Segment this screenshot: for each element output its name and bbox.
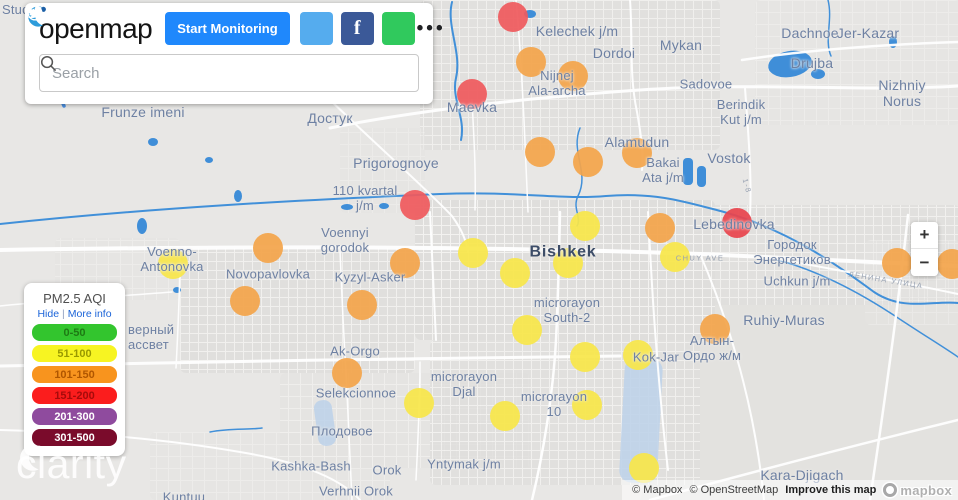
mapbox-attribution-link[interactable]: © Mapbox	[632, 484, 683, 496]
legend-range-pill: 151-200	[32, 387, 117, 404]
search-icon[interactable]	[39, 54, 58, 73]
aqi-marker-yellow[interactable]	[158, 249, 188, 279]
legend-more-info-link[interactable]: More info	[67, 308, 112, 320]
legend-range-pill: 51-100	[32, 345, 117, 362]
aqi-marker-orange[interactable]	[937, 249, 958, 279]
aqi-marker-orange[interactable]	[558, 61, 588, 91]
facebook-icon: f	[353, 17, 361, 39]
aqi-marker-orange[interactable]	[347, 290, 377, 320]
osm-attribution-link[interactable]: © OpenStreetMap	[689, 484, 779, 496]
aqi-marker-orange[interactable]	[882, 248, 912, 278]
zoom-controls: + −	[911, 222, 938, 276]
aqi-marker-yellow[interactable]	[458, 238, 488, 268]
legend-hide-link[interactable]: Hide	[37, 308, 60, 320]
aqi-marker-orange[interactable]	[230, 286, 260, 316]
mapbox-logo-icon	[883, 483, 898, 497]
legend-range-pill: 0-50	[32, 324, 117, 341]
zoom-out-button[interactable]: −	[911, 249, 938, 276]
logo-text: openmap	[39, 12, 153, 44]
aqi-marker-red[interactable]	[498, 2, 528, 32]
aqi-marker-orange[interactable]	[516, 47, 546, 77]
header-card: openmap Start Monitoring f	[25, 3, 443, 104]
search-input[interactable]	[39, 54, 419, 92]
aqi-marker-yellow[interactable]	[570, 342, 600, 372]
mapbox-logo[interactable]: mapbox	[883, 483, 952, 498]
aqi-marker-red[interactable]	[457, 79, 487, 109]
twitter-button[interactable]	[27, 6, 333, 45]
aqi-marker-yellow[interactable]	[490, 401, 520, 431]
aqi-marker-orange[interactable]	[525, 137, 555, 167]
aqi-marker-orange[interactable]	[622, 138, 652, 168]
aqi-marker-yellow[interactable]	[623, 340, 653, 370]
aqi-marker-orange[interactable]	[573, 147, 603, 177]
map-attribution: © Mapbox © OpenStreetMap Improve this ma…	[622, 480, 958, 500]
aqi-marker-red[interactable]	[400, 190, 430, 220]
legend-separator: |	[62, 308, 65, 320]
aqi-marker-orange[interactable]	[700, 314, 730, 344]
twitter-icon	[27, 6, 43, 19]
improve-map-link[interactable]: Improve this map	[785, 484, 877, 496]
openmap-logo: openmap	[28, 6, 153, 45]
aqi-marker-orange[interactable]	[253, 233, 283, 263]
aqi-marker-yellow[interactable]	[572, 390, 602, 420]
aqi-marker-red_deep[interactable]	[722, 208, 752, 238]
aqi-marker-orange[interactable]	[332, 358, 362, 388]
mapbox-logo-text: mapbox	[900, 482, 952, 498]
whatsapp-icon	[27, 5, 43, 21]
facebook-button[interactable]: f	[340, 12, 374, 45]
whatsapp-button[interactable]	[27, 5, 415, 45]
legend-range-pill: 301-500	[32, 429, 117, 446]
aqi-marker-yellow[interactable]	[629, 453, 659, 483]
aqi-marker-yellow[interactable]	[512, 315, 542, 345]
legend-ranges: 0-50 51-100 101-150 151-200 201-300 301-500	[32, 324, 117, 446]
zoom-in-button[interactable]: +	[911, 222, 938, 249]
aqi-marker-yellow[interactable]	[404, 388, 434, 418]
social-buttons: f	[27, 5, 415, 45]
start-monitoring-button[interactable]: Start Monitoring	[165, 12, 290, 45]
legend-range-pill: 201-300	[32, 408, 117, 425]
legend-range-pill: 101-150	[32, 366, 117, 383]
legend-title: PM2.5 AQI	[43, 291, 106, 306]
aqi-marker-yellow[interactable]	[500, 258, 530, 288]
aqi-marker-yellow[interactable]	[553, 248, 583, 278]
aqi-marker-yellow[interactable]	[570, 211, 600, 241]
aqi-marker-yellow[interactable]	[660, 242, 690, 272]
more-menu-button[interactable]: •••	[416, 17, 446, 39]
aqi-marker-orange[interactable]	[645, 213, 675, 243]
aqi-marker-orange[interactable]	[390, 248, 420, 278]
aqi-legend: PM2.5 AQI Hide | More info 0-50 51-100 101-1…	[24, 283, 125, 456]
